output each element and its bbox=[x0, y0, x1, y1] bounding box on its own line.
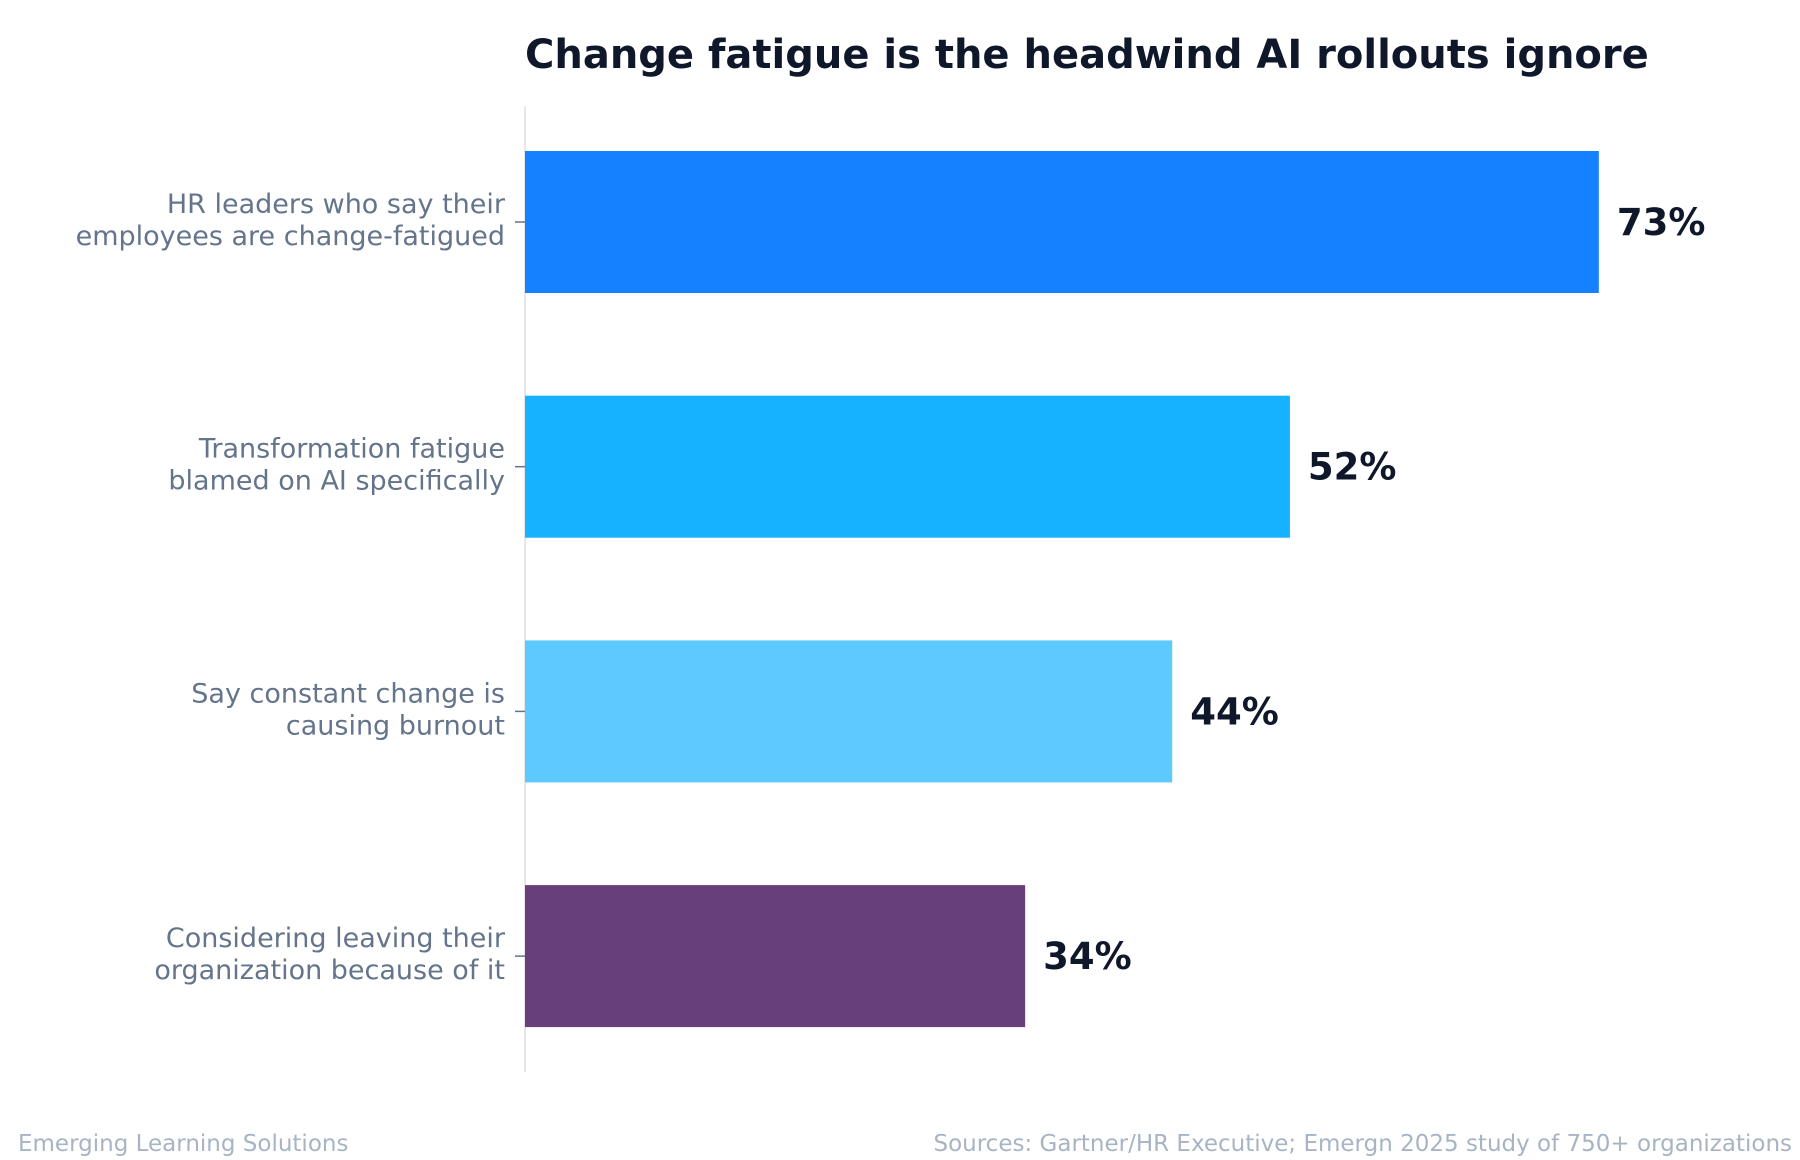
chart-title: Change fatigue is the headwind AI rollou… bbox=[525, 32, 1649, 78]
category-label-4: Considering leaving their organization be… bbox=[154, 923, 506, 986]
value-label-3: 44% bbox=[1190, 690, 1279, 733]
bars-group: HR leaders who say their employees are ch… bbox=[76, 151, 1706, 1028]
category-label-3: Say constant change is causing burnout bbox=[191, 678, 505, 741]
brand-footer: Emerging Learning Solutions bbox=[18, 1131, 348, 1157]
bar-4 bbox=[525, 885, 1026, 1028]
bar-2 bbox=[525, 395, 1290, 538]
bar-3 bbox=[525, 640, 1173, 783]
bar-1 bbox=[525, 151, 1599, 293]
value-label-1: 73% bbox=[1617, 201, 1706, 244]
category-label-1: HR leaders who say their employees are ch… bbox=[76, 189, 506, 252]
source-footer: Sources: Gartner/HR Executive; Emergn 20… bbox=[933, 1131, 1792, 1157]
value-label-4: 34% bbox=[1043, 935, 1132, 978]
value-label-2: 52% bbox=[1308, 446, 1397, 489]
category-label-2: Transformation fatigue blamed on AI speci… bbox=[168, 434, 505, 497]
